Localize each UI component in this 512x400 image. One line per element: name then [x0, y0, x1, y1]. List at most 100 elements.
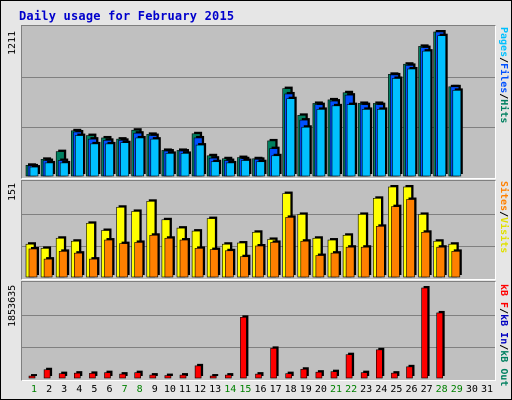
x-tick-label: 2	[46, 384, 53, 395]
bar-pages	[301, 125, 312, 177]
bar-pages	[120, 140, 131, 177]
bar-kbytes	[240, 315, 249, 379]
bar-sites	[391, 204, 402, 278]
bar-pages	[135, 135, 146, 177]
bar-kbytes	[436, 310, 445, 379]
bar-sites	[149, 233, 160, 278]
bar-kbytes	[179, 373, 188, 379]
bar-sites	[315, 253, 326, 278]
bottom-legend: kB F/kB In/kB Out	[498, 284, 509, 386]
x-tick-label: 4	[76, 384, 83, 395]
bar-kbytes	[255, 372, 264, 379]
top-legend: Pages/Files/Hits	[498, 27, 509, 123]
top-max-label: 1211	[7, 30, 18, 55]
bar-sites	[436, 245, 447, 278]
middle-legend: Sites/Visits	[498, 181, 509, 253]
bar-kbytes	[391, 371, 400, 379]
bar-kbytes	[225, 373, 234, 379]
x-tick-label: 5	[91, 384, 98, 395]
x-tick-label: 8	[136, 384, 143, 395]
x-tick-label: 25	[390, 384, 403, 395]
bar-kbytes	[119, 372, 128, 379]
bar-kbytes	[270, 346, 279, 379]
bar-pages	[180, 151, 191, 177]
bar-pages	[422, 49, 433, 177]
bar-sites	[406, 197, 417, 278]
x-tick-label: 7	[121, 384, 128, 395]
bar-sites	[421, 230, 432, 278]
bar-pages	[452, 88, 463, 177]
x-tick-label: 17	[269, 384, 282, 395]
legend-kb-out: kB Out	[498, 350, 509, 387]
legend-files: Files	[498, 63, 509, 94]
bar-sites	[360, 245, 372, 278]
hits-files-pages-panel	[21, 25, 496, 179]
bar-sites	[73, 251, 85, 278]
bar-kbytes	[375, 347, 385, 379]
bar-kbytes	[194, 363, 204, 379]
bar-kbytes	[330, 369, 339, 379]
bar-pages	[271, 153, 282, 177]
bar-pages	[376, 107, 388, 177]
bar-pages	[195, 143, 207, 177]
bar-pages	[392, 76, 403, 177]
x-tick-label: 19	[299, 384, 312, 395]
bar-kbytes	[28, 374, 37, 379]
legend-sites: Sites	[498, 181, 509, 212]
bar-sites	[225, 248, 236, 278]
x-tick-label: 9	[151, 384, 158, 395]
bar-sites	[330, 251, 341, 278]
bar-kbytes	[58, 371, 68, 379]
bar-sites	[240, 254, 251, 278]
bar-kbytes	[345, 352, 355, 379]
bar-sites	[285, 215, 296, 278]
x-tick-label: 15	[239, 384, 252, 395]
bar-kbytes	[315, 370, 324, 379]
x-tick-label: 31	[480, 384, 494, 395]
bar-sites	[451, 249, 462, 278]
hits-files-pages-chart	[22, 30, 495, 177]
bar-kbytes	[300, 367, 309, 379]
bar-pages	[346, 102, 358, 177]
bar-kbytes	[285, 371, 294, 379]
visits-sites-panel	[21, 180, 496, 280]
bar-pages	[59, 160, 71, 177]
bar-sites	[255, 244, 266, 278]
bar-kbytes	[164, 373, 173, 379]
bar-pages	[437, 33, 448, 177]
legend-kb-in: kB In	[498, 314, 509, 345]
bar-sites	[164, 236, 175, 278]
bar-kbytes	[134, 370, 143, 379]
bar-pages	[286, 96, 297, 177]
bar-kbytes	[421, 286, 430, 379]
bar-sites	[345, 245, 357, 278]
bar-sites	[119, 241, 130, 278]
legend-visits: Visits	[498, 217, 509, 254]
bar-pages	[74, 133, 86, 177]
bar-pages	[105, 141, 116, 177]
bar-pages	[165, 151, 176, 177]
bar-sites	[375, 224, 387, 278]
bar-sites	[300, 239, 311, 278]
legend-kb-f: kB F	[498, 284, 509, 309]
bar-kbytes	[209, 374, 219, 379]
x-tick-label: 6	[106, 384, 113, 395]
bar-sites	[43, 257, 55, 278]
bar-pages	[407, 66, 418, 177]
bar-pages	[331, 103, 342, 177]
x-tick-label: 13	[209, 384, 222, 395]
x-tick-label: 3	[61, 384, 68, 395]
bar-kbytes	[73, 371, 83, 379]
bottom-max-label: 1853635	[7, 284, 18, 327]
bar-kbytes	[149, 373, 158, 379]
bar-sites	[209, 247, 221, 278]
kbytes-chart	[22, 286, 495, 379]
legend-hits: Hits	[498, 99, 509, 124]
bar-sites	[179, 238, 190, 278]
bar-pages	[256, 159, 267, 177]
bar-sites	[58, 249, 70, 278]
bar-pages	[29, 165, 40, 177]
kbytes-panel	[21, 281, 496, 381]
bar-pages	[226, 160, 237, 177]
bar-sites	[28, 246, 39, 278]
